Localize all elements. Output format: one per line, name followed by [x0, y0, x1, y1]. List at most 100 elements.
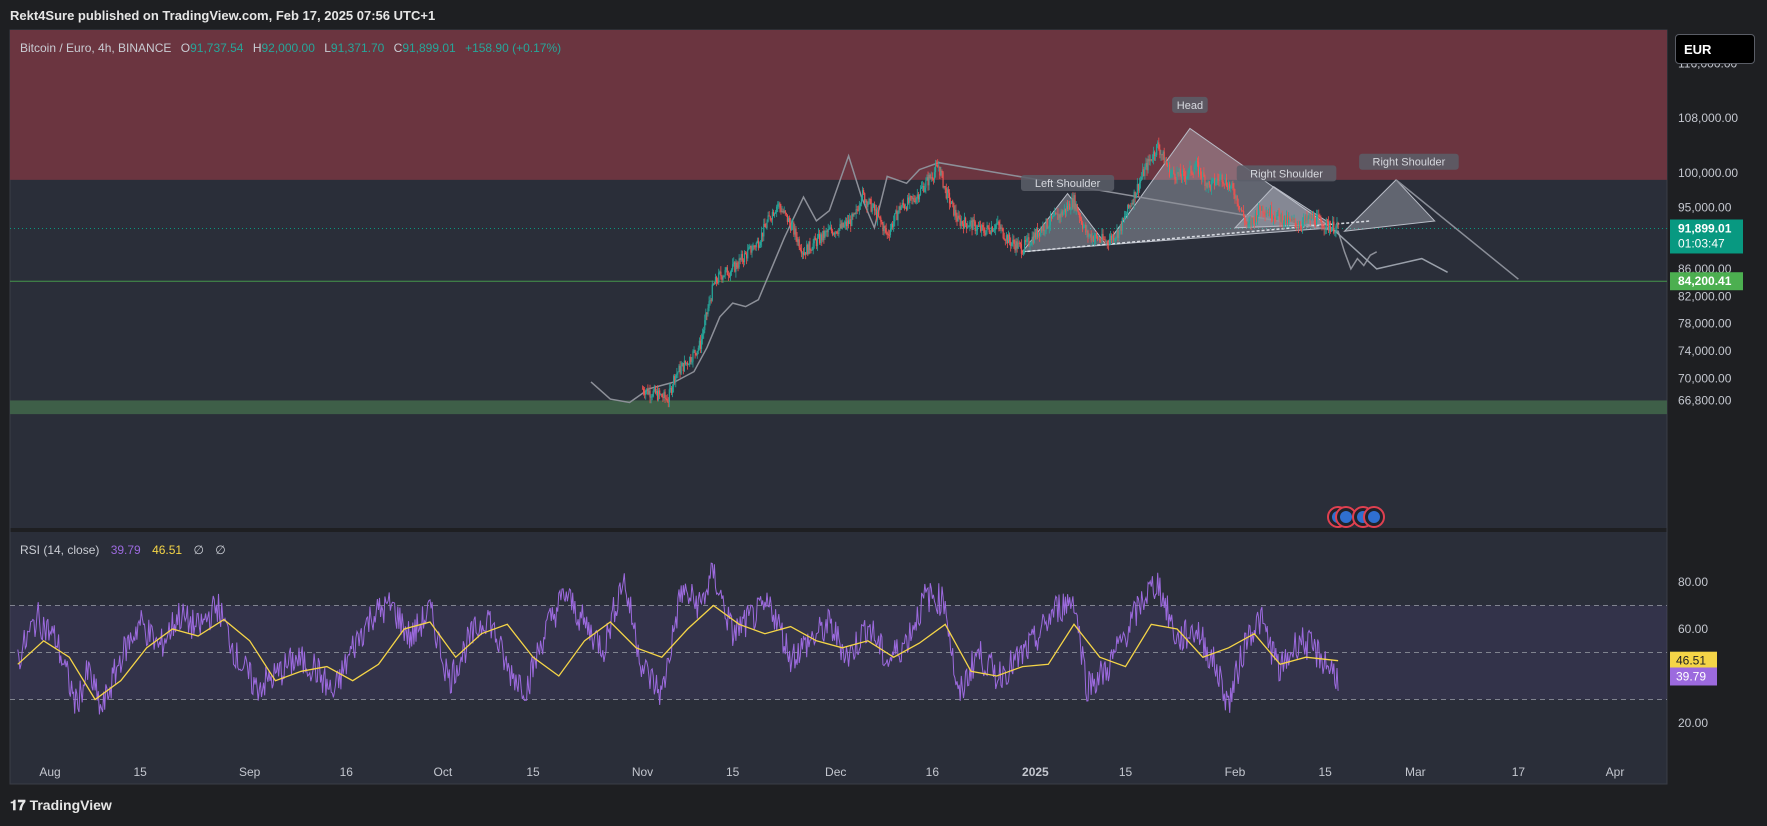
candle [1209, 184, 1211, 192]
candle [1144, 163, 1146, 180]
candle-body [879, 216, 881, 218]
candle-body [767, 215, 769, 222]
candle-body [1280, 214, 1282, 222]
rsi-label[interactable]: RSI (14, close) [20, 543, 100, 557]
candle [1017, 236, 1019, 250]
candle [802, 248, 805, 259]
candle-body [1036, 228, 1039, 237]
candle-body [1032, 236, 1034, 243]
candle-body [1078, 213, 1080, 218]
candle-body [792, 223, 794, 225]
candle [859, 202, 862, 210]
candle [990, 220, 992, 236]
candle-body [1178, 169, 1180, 175]
candle [761, 226, 763, 248]
candle [966, 222, 968, 234]
candle [975, 224, 977, 236]
candle-body [663, 391, 665, 398]
symbol-name[interactable]: Bitcoin / Euro, 4h, BINANCE [20, 41, 172, 55]
candle [1120, 220, 1122, 235]
candle-body [1295, 223, 1297, 228]
price-tick: 108,000.00 [1678, 111, 1738, 125]
support-price-bg [1670, 272, 1743, 291]
candle-body [998, 221, 1000, 226]
close-value: 91,899.01 [402, 41, 456, 55]
candle [1319, 213, 1321, 218]
candle-body [1215, 182, 1217, 186]
candle-body [1282, 222, 1284, 225]
time-tick: Mar [1405, 765, 1426, 779]
currency-button[interactable]: EUR [1675, 34, 1755, 64]
candle [1160, 149, 1162, 161]
candle [1190, 165, 1192, 176]
candle [1179, 163, 1181, 177]
candle-body [666, 398, 668, 402]
candle-body [1015, 241, 1017, 251]
candle [1227, 179, 1230, 192]
candle-body [854, 213, 856, 215]
candle [988, 222, 990, 235]
candle [781, 205, 783, 213]
candle [1239, 208, 1241, 211]
candle-body [705, 312, 707, 321]
candle [1158, 137, 1160, 151]
candle [1236, 195, 1238, 207]
candle [1004, 238, 1006, 246]
candle-body [676, 373, 678, 375]
candle-body [1160, 154, 1162, 156]
candle-body [1116, 230, 1118, 238]
rsi-ma-value: 46.51 [152, 543, 183, 557]
candle [1028, 233, 1030, 247]
candle-body [731, 269, 733, 272]
candle-body [1198, 168, 1201, 175]
candle [903, 203, 906, 211]
candle-body [680, 366, 682, 374]
candle-body [734, 262, 736, 272]
candle-body [1319, 216, 1321, 218]
candle-body [967, 226, 969, 229]
candle-body [1058, 214, 1060, 220]
candle [674, 373, 676, 385]
candle [786, 214, 789, 225]
candle [719, 270, 721, 275]
tradingview-footer[interactable]: 𝟏𝟕 TradingView [10, 797, 112, 814]
candle-body [940, 170, 942, 176]
candle [751, 244, 753, 258]
candle [1311, 210, 1313, 219]
candle-body [1163, 151, 1165, 164]
candle-body [1325, 219, 1327, 229]
candle-body [1040, 228, 1042, 236]
candle-body [1102, 233, 1104, 240]
candle [1156, 143, 1158, 158]
candle-body [887, 233, 889, 235]
candle-body [886, 232, 888, 234]
time-tick: 15 [726, 765, 740, 779]
candle [743, 250, 746, 266]
candle-body [1129, 205, 1131, 208]
rsi-tick: 20.00 [1678, 716, 1708, 730]
candle-body [1245, 221, 1247, 223]
candle [1022, 249, 1025, 256]
candle-body [1077, 211, 1079, 214]
candle-body [1134, 191, 1136, 199]
candle [1293, 214, 1295, 223]
candle-body [798, 239, 800, 248]
candle-body [1171, 172, 1173, 174]
candle [796, 231, 798, 246]
candle-body [1277, 210, 1279, 215]
candle-body [819, 234, 821, 243]
candle [1263, 211, 1265, 218]
candle [792, 218, 794, 230]
candle [1088, 233, 1090, 239]
candle [641, 385, 644, 390]
candle [723, 275, 725, 278]
candle-body [1262, 206, 1264, 213]
candle [1091, 232, 1093, 246]
candle [791, 219, 793, 231]
candle [1145, 157, 1147, 170]
candle-body [1066, 206, 1069, 209]
candle [1222, 180, 1224, 187]
candle-body [989, 232, 991, 234]
candle [664, 389, 666, 403]
